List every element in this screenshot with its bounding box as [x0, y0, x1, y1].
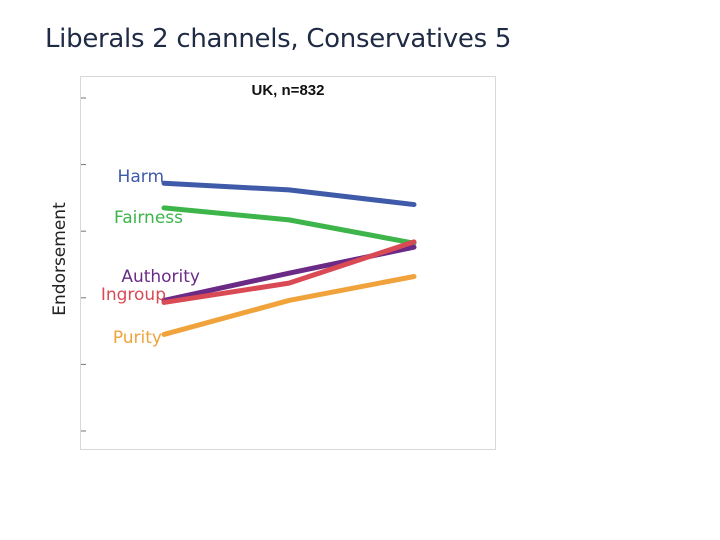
chart-title: UK, n=832: [252, 82, 325, 99]
series-label-fairness: Fairness: [114, 208, 183, 228]
chart-panel: UK, n=832012345LiberalsModeratesConserva…: [80, 76, 496, 450]
series-line-purity: [161, 273, 417, 337]
series-line-ingroup: [161, 239, 417, 305]
line-chart: UK, n=832012345LiberalsModeratesConserva…: [81, 82, 417, 432]
y-axis-label: Endorsement: [50, 202, 70, 316]
series-line-fairness: [161, 205, 417, 246]
series-label-ingroup: Ingroup: [101, 285, 166, 305]
series-label-purity: Purity: [113, 328, 162, 348]
series-line-harm: [161, 180, 417, 208]
series-label-authority: Authority: [121, 267, 200, 287]
slide-title: Liberals 2 channels, Conservatives 5: [45, 24, 512, 54]
series-label-harm: Harm: [118, 167, 164, 187]
